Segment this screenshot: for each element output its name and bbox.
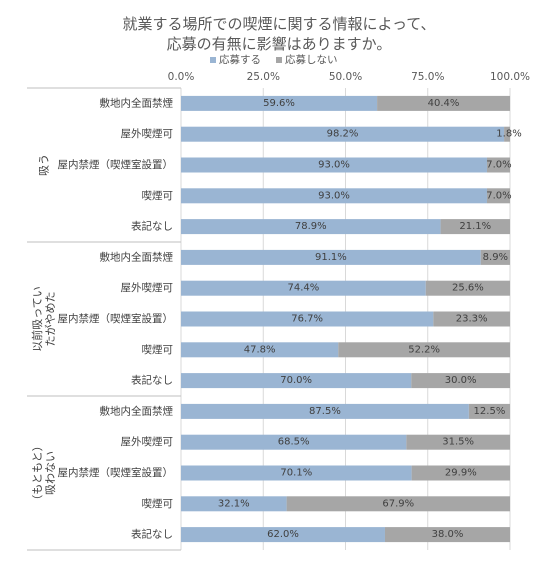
data-label-no-apply: 21.1% bbox=[459, 221, 491, 232]
bar-no-apply bbox=[468, 403, 510, 419]
group-label: 吸う bbox=[38, 154, 51, 176]
data-label-apply: 32.1% bbox=[218, 498, 250, 509]
legend-swatch-1 bbox=[210, 57, 216, 63]
category-label: 喫煙可 bbox=[142, 344, 174, 356]
bar-no-apply bbox=[338, 342, 510, 358]
data-label-no-apply: 12.5% bbox=[474, 406, 506, 417]
data-label-no-apply: 7.0% bbox=[486, 190, 511, 201]
bar-no-apply bbox=[480, 249, 510, 265]
x-tick-label: 25.0% bbox=[247, 71, 280, 83]
category-label: 表記なし bbox=[131, 374, 173, 387]
data-label-no-apply: 31.5% bbox=[442, 437, 474, 448]
bar-apply bbox=[181, 496, 287, 512]
data-label-no-apply: 38.0% bbox=[432, 529, 464, 540]
legend-label-1: 応募する bbox=[219, 53, 261, 66]
data-label-apply: 98.2% bbox=[327, 129, 359, 140]
category-label: 屋外喫煙可 bbox=[121, 436, 174, 448]
category-label: 敷地内全面禁煙 bbox=[100, 96, 174, 109]
data-label-apply: 59.6% bbox=[263, 98, 295, 109]
category-label: 喫煙可 bbox=[142, 498, 174, 510]
category-label: 屋外喫煙可 bbox=[121, 128, 174, 140]
bar-no-apply bbox=[433, 311, 510, 327]
bar-apply bbox=[181, 311, 434, 327]
data-label-no-apply: 23.3% bbox=[456, 314, 488, 325]
x-tick-label: 50.0% bbox=[329, 71, 362, 83]
group-label: （もともと） bbox=[31, 440, 44, 506]
chart-title-line-1: 就業する場所での喫煙に関する情報によって、 bbox=[122, 15, 436, 33]
data-label-apply: 78.9% bbox=[295, 221, 327, 232]
bar-no-apply bbox=[440, 219, 510, 235]
bar-apply bbox=[181, 280, 426, 296]
bar-apply bbox=[181, 126, 505, 142]
data-label-no-apply: 30.0% bbox=[445, 375, 477, 386]
data-label-apply: 87.5% bbox=[309, 406, 341, 417]
bar-apply bbox=[181, 157, 487, 173]
data-label-no-apply: 40.4% bbox=[428, 98, 460, 109]
bar-apply bbox=[181, 342, 339, 358]
chart-title-line-2: 応募の有無に影響はありますか。 bbox=[166, 35, 392, 53]
category-label: 表記なし bbox=[131, 528, 173, 541]
x-tick-label: 100.0% bbox=[490, 71, 530, 83]
data-label-apply: 47.8% bbox=[244, 344, 276, 355]
category-label: 屋外喫煙可 bbox=[121, 282, 174, 294]
category-label: 屋内禁煙（喫煙室設置） bbox=[58, 466, 174, 479]
data-label-no-apply: 52.2% bbox=[408, 344, 440, 355]
bar-no-apply bbox=[384, 527, 510, 543]
bar-no-apply bbox=[425, 280, 510, 296]
data-label-no-apply: 8.9% bbox=[483, 252, 508, 263]
bar-apply bbox=[181, 403, 469, 419]
bar-no-apply bbox=[286, 496, 510, 512]
data-label-apply: 74.4% bbox=[287, 283, 319, 294]
data-label-apply: 91.1% bbox=[315, 252, 347, 263]
legend-label-2: 応募しない bbox=[285, 53, 338, 66]
data-label-no-apply: 1.8% bbox=[496, 129, 521, 140]
bar-apply bbox=[181, 434, 407, 450]
group-label: たがやめた bbox=[43, 292, 57, 347]
legend-swatch-2 bbox=[276, 57, 282, 63]
bar-apply bbox=[181, 188, 487, 204]
data-label-apply: 68.5% bbox=[278, 437, 310, 448]
data-label-no-apply: 67.9% bbox=[382, 498, 414, 509]
x-tick-label: 75.0% bbox=[411, 71, 444, 83]
category-label: 敷地内全面禁煙 bbox=[100, 404, 174, 417]
data-label-apply: 93.0% bbox=[318, 190, 350, 201]
bar-no-apply bbox=[406, 434, 510, 450]
bar-no-apply bbox=[486, 188, 510, 204]
bar-apply bbox=[181, 465, 412, 481]
bar-apply bbox=[181, 219, 441, 235]
category-label: 喫煙可 bbox=[142, 190, 174, 202]
bar-apply bbox=[181, 249, 481, 265]
bar-apply bbox=[181, 527, 385, 543]
group-label: 吸わない bbox=[44, 451, 57, 495]
bar-no-apply bbox=[377, 95, 510, 111]
data-label-apply: 62.0% bbox=[267, 529, 299, 540]
bar-apply bbox=[181, 95, 378, 111]
bar-apply bbox=[181, 373, 412, 389]
data-label-apply: 76.7% bbox=[291, 314, 323, 325]
data-label-no-apply: 7.0% bbox=[486, 160, 511, 171]
bar-no-apply bbox=[504, 126, 510, 142]
data-label-apply: 70.0% bbox=[280, 375, 312, 386]
category-label: 表記なし bbox=[131, 220, 173, 233]
bar-no-apply bbox=[486, 157, 510, 173]
data-label-no-apply: 25.6% bbox=[452, 283, 484, 294]
data-label-apply: 93.0% bbox=[318, 160, 350, 171]
x-tick-label: 0.0% bbox=[168, 71, 195, 83]
group-label: 以前吸ってい bbox=[30, 286, 44, 351]
category-label: 敷地内全面禁煙 bbox=[100, 250, 174, 263]
category-label: 屋内禁煙（喫煙室設置） bbox=[58, 312, 174, 325]
data-label-apply: 70.1% bbox=[280, 468, 312, 479]
data-label-no-apply: 29.9% bbox=[445, 468, 477, 479]
bar-no-apply bbox=[411, 465, 510, 481]
bar-no-apply bbox=[411, 373, 510, 389]
category-label: 屋内禁煙（喫煙室設置） bbox=[58, 158, 174, 171]
